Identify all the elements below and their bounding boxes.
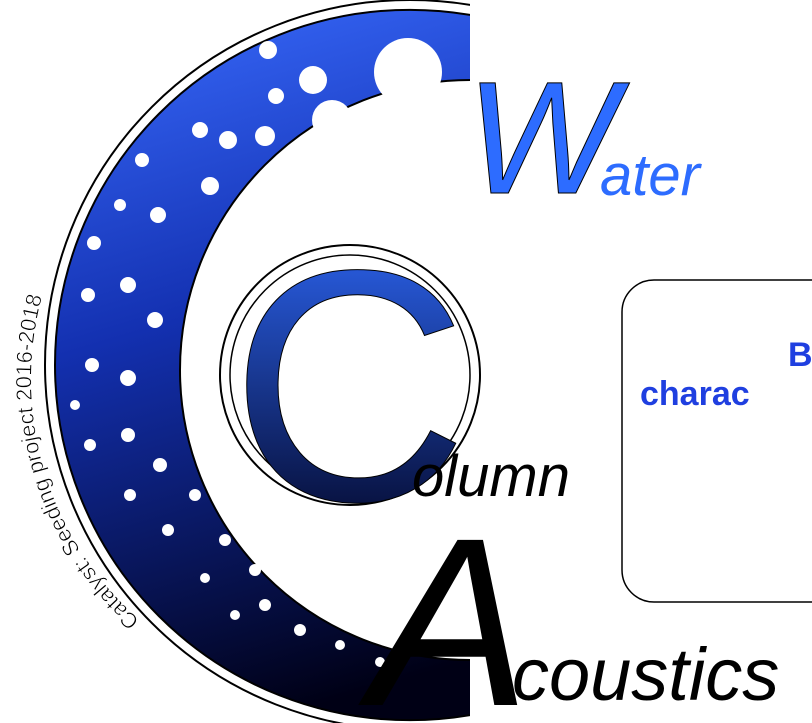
inner-outline (229, 254, 471, 496)
box-line: charac (640, 375, 750, 413)
initial-w: W (466, 48, 630, 227)
outer-outline (44, 0, 470, 723)
word-rest: olumn (412, 444, 570, 509)
box-line: Bu (788, 336, 812, 374)
text-box (621, 279, 812, 603)
inner-outline (219, 244, 481, 506)
word-rest: coustics (512, 633, 779, 716)
initial-c: C (230, 201, 468, 570)
bubbles (70, 38, 442, 667)
initial-a: A (358, 488, 530, 723)
word-rest: ater (600, 143, 703, 208)
